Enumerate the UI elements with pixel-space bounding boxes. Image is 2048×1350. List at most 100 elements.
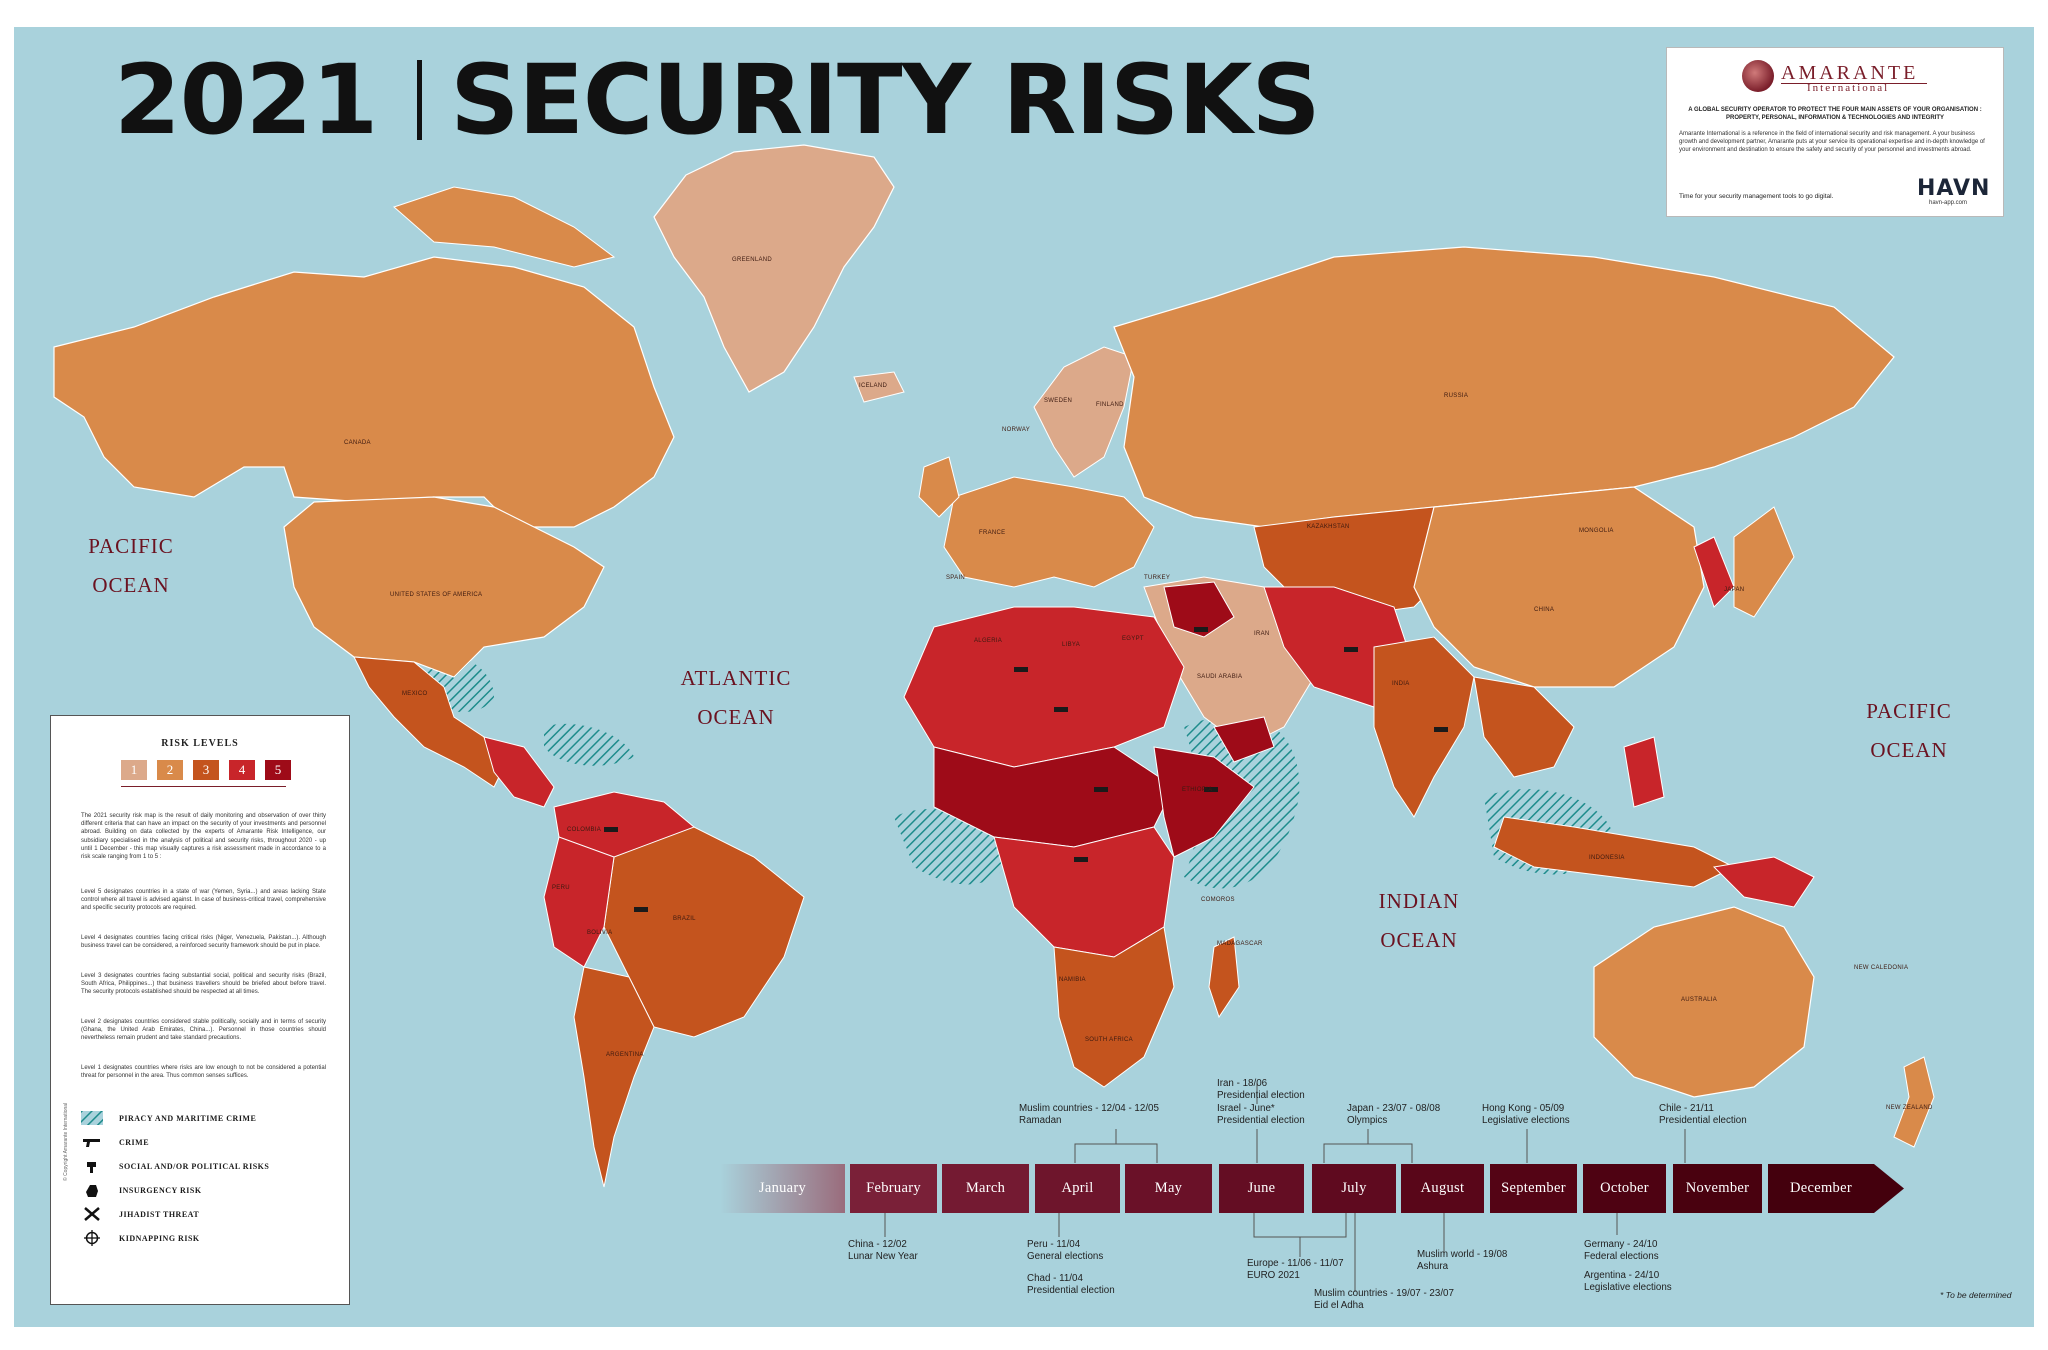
month-september: September — [1490, 1164, 1577, 1213]
month-november: November — [1673, 1164, 1762, 1213]
event-iran: Iran - 18/06 Presidential election — [1217, 1078, 1305, 1101]
country-label-japan: JAPAN — [1724, 587, 1745, 593]
country-label-saudi-arabia: SAUDI ARABIA — [1197, 674, 1243, 680]
india — [1373, 636, 1475, 818]
central-america — [483, 736, 555, 808]
country-label-new-caledonia: NEW CALEDONIA — [1854, 965, 1909, 971]
canada-alaska — [53, 256, 675, 528]
timeline-arrow-head — [1874, 1164, 1904, 1213]
company-description: Amarante International is a reference in… — [1679, 131, 1985, 153]
country-label-libya: LIBYA — [1062, 642, 1081, 648]
company-name-underline — [1781, 83, 1927, 84]
crosshair-icon — [81, 1230, 103, 1246]
risk-level-4-swatch: 4 — [229, 760, 255, 780]
hatch-icon — [81, 1110, 103, 1126]
country-label-russia: RUSSIA — [1444, 393, 1469, 399]
gun-icon — [1074, 857, 1088, 862]
ocean-label-indian: INDIAN OCEAN — [1378, 889, 1460, 952]
world-map — [53, 144, 1935, 1188]
risk-level-swatches: 1 2 3 4 5 — [121, 760, 291, 780]
country-label-madagascar: MADAGASCAR — [1217, 941, 1263, 947]
north-africa — [903, 606, 1185, 768]
title-main: SECURITY RISKS — [450, 44, 1320, 156]
madagascar — [1208, 936, 1240, 1019]
greenland — [653, 144, 895, 393]
country-label-ethiopia: ETHIOPIA — [1182, 787, 1213, 793]
event-argentina: Argentina - 24/10 Legislative elections — [1584, 1270, 1672, 1293]
southeast-asia — [1473, 676, 1575, 778]
yemen — [1213, 716, 1275, 763]
gun-icon — [1014, 667, 1028, 672]
havn-app-url[interactable]: havn-app.com — [1929, 200, 1968, 206]
country-label-france: FRANCE — [979, 530, 1006, 536]
legend-level-1-text: Level 1 designates countries where risks… — [81, 1065, 326, 1080]
russia — [1113, 246, 1895, 528]
horn-of-africa — [1153, 746, 1255, 858]
china-mongolia — [1413, 486, 1705, 688]
risk-level-5-swatch: 5 — [265, 760, 291, 780]
title-separator — [417, 60, 423, 140]
footnote-to-be-determined: * To be determined — [1940, 1290, 2012, 1300]
southern-africa — [1053, 926, 1175, 1088]
country-label-mexico: MEXICO — [402, 691, 428, 697]
iceland — [853, 371, 905, 403]
uk-ireland — [918, 456, 960, 518]
legend-item-social-political: SOCIAL AND/OR POLITICAL RISKS — [81, 1158, 269, 1174]
philippines — [1623, 736, 1665, 808]
gun-icon — [1054, 707, 1068, 712]
risk-level-3-swatch: 3 — [193, 760, 219, 780]
event-olympics: Japan - 23/07 - 08/08 Olympics — [1347, 1103, 1441, 1126]
event-chile: Chile - 21/11 Presidential election — [1659, 1103, 1747, 1126]
country-label-india: INDIA — [1392, 681, 1410, 687]
event-germany: Germany - 24/10 Federal elections — [1584, 1239, 1659, 1262]
globe-logo-icon — [1742, 60, 1774, 92]
company-name: AMARANTE — [1781, 62, 1919, 84]
gun-icon — [604, 827, 618, 832]
new-zealand — [1893, 1056, 1935, 1148]
gun-icon — [1204, 787, 1218, 792]
legend-level-5-text: Level 5 designates countries in a state … — [81, 889, 326, 912]
legend-level-4-text: Level 4 designates countries facing crit… — [81, 935, 326, 950]
country-label-australia: AUSTRALIA — [1681, 997, 1718, 1003]
event-ashura: Muslim world - 19/08 Ashura — [1417, 1249, 1508, 1272]
legend-level-2-text: Level 2 designates countries considered … — [81, 1019, 326, 1042]
gun-icon — [1344, 647, 1358, 652]
country-label-norway: NORWAY — [1002, 427, 1031, 433]
country-label-algeria: ALGERIA — [974, 638, 1003, 644]
country-label-china: CHINA — [1534, 607, 1555, 613]
month-february: February — [850, 1164, 937, 1213]
timeline-connectors — [884, 1083, 1904, 1292]
legend-intro: The 2021 security risk map is the result… — [81, 813, 326, 861]
risk-level-2-swatch: 2 — [157, 760, 183, 780]
papua — [1712, 856, 1815, 908]
japan — [1733, 506, 1795, 618]
country-label-comoros: COMOROS — [1201, 897, 1235, 903]
legend-title: RISK LEVELS — [161, 738, 239, 749]
western-europe — [943, 476, 1155, 588]
risk-level-1-swatch: 1 — [121, 760, 147, 780]
ocean-label-pacific-right: PACIFIC OCEAN — [1866, 699, 1952, 762]
usa — [283, 496, 605, 678]
crossed-rifles-icon — [81, 1206, 103, 1222]
legend-item-jihadist: JIHADIST THREAT — [81, 1206, 199, 1222]
country-label-colombia: COLOMBIA — [567, 827, 602, 833]
country-label-finland: FINLAND — [1096, 402, 1124, 408]
event-euro: Europe - 11/06 - 11/07 EURO 2021 — [1247, 1258, 1344, 1281]
country-label-argentina: ARGENTINA — [606, 1052, 644, 1058]
month-july: July — [1312, 1164, 1396, 1213]
country-label-usa: UNITED STATES OF AMERICA — [390, 592, 483, 598]
month-january: January — [720, 1164, 845, 1213]
month-april: April — [1035, 1164, 1120, 1213]
company-info-box: AMARANTE International A GLOBAL SECURITY… — [1666, 47, 2004, 217]
company-tagline: A GLOBAL SECURITY OPERATOR TO PROTECT TH… — [1688, 107, 1982, 121]
country-label-brazil: BRAZIL — [673, 916, 696, 922]
country-label-indonesia: INDONESIA — [1589, 855, 1625, 861]
gun-icon — [1194, 627, 1208, 632]
ocean-label-atlantic: ATLANTIC OCEAN — [680, 666, 792, 729]
country-label-spain: SPAIN — [946, 575, 966, 581]
event-hong-kong: Hong Kong - 05/09 Legislative elections — [1482, 1103, 1570, 1126]
fist-icon — [81, 1158, 103, 1174]
event-eid: Muslim countries - 19/07 - 23/07 Eid el A… — [1314, 1288, 1454, 1311]
country-label-south-africa: SOUTH AFRICA — [1085, 1037, 1133, 1043]
event-peru: Peru - 11/04 General elections — [1027, 1239, 1104, 1262]
